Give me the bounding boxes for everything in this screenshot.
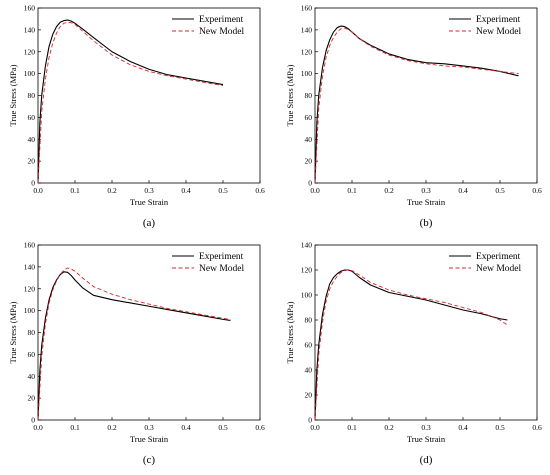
x-axis-label: True Strain (130, 197, 169, 207)
x-tick-label: 0.3 (144, 423, 154, 432)
chart-panel-4: 0.0 0.1 0.2 0.3 0.4 0.5 0.6 0 20 40 60 80 100 120 140 T… (285, 241, 542, 466)
panel-label: (d) (420, 454, 433, 466)
y-tick-label: 100 (301, 69, 313, 78)
series-line-experiment (314, 25, 519, 184)
y-tick-label: 60 (28, 350, 36, 359)
y-tick-label: 40 (305, 135, 313, 144)
legend-label: New Model (476, 264, 521, 274)
y-tick-label: 120 (301, 266, 313, 275)
x-tick-label: 0.6 (255, 186, 265, 195)
x-tick-label: 0.6 (532, 186, 542, 195)
x-tick-label: 0.0 (33, 423, 43, 432)
y-tick-label: 0 (31, 179, 35, 188)
x-tick-label: 0.0 (310, 186, 320, 195)
y-tick-label: 80 (305, 316, 313, 325)
chart-panel-2: 0.0 0.1 0.2 0.3 0.4 0.5 0.6 0 20 40 60 80 100 120 140 1… (285, 4, 542, 229)
x-tick-label: 0.1 (70, 423, 80, 432)
panel-label: (c) (143, 454, 156, 466)
x-tick-label: 0.4 (458, 423, 468, 432)
x-tick-label: 0.1 (347, 186, 357, 195)
y-tick-label: 120 (24, 47, 36, 56)
x-tick-label: 0.5 (495, 186, 505, 195)
chart-panel-1: 0.0 0.1 0.2 0.3 0.4 0.5 0.6 0 20 40 60 80 100 120 140 1… (8, 4, 265, 229)
y-axis-label: True Stress (MPa) (285, 301, 295, 363)
y-axis-label: True Stress (MPa) (8, 64, 18, 126)
x-tick-label: 0.4 (181, 186, 191, 195)
panel-label: (a) (143, 217, 156, 229)
x-tick-label: 0.3 (421, 186, 431, 195)
x-axis-label: True Strain (407, 197, 446, 207)
y-axis-label: True Stress (MPa) (8, 301, 18, 363)
legend-label: New Model (476, 27, 521, 37)
y-tick-label: 60 (28, 113, 36, 122)
y-tick-label: 140 (301, 241, 313, 250)
y-tick-label: 20 (305, 391, 313, 400)
y-tick-label: 20 (28, 394, 36, 403)
y-tick-label: 60 (305, 113, 313, 122)
y-tick-label: 0 (308, 416, 312, 425)
series-line-experiment (314, 269, 508, 421)
panel-label: (b) (420, 217, 433, 229)
x-tick-label: 0.4 (181, 423, 191, 432)
y-tick-label: 80 (28, 328, 36, 337)
y-axis-label: True Stress (MPa) (285, 64, 295, 126)
y-tick-label: 120 (24, 284, 36, 293)
x-tick-label: 0.2 (107, 186, 117, 195)
y-tick-label: 100 (24, 306, 36, 315)
y-tick-label: 120 (301, 47, 313, 56)
y-tick-label: 140 (24, 262, 36, 271)
y-tick-label: 80 (305, 91, 313, 100)
x-tick-label: 0.0 (310, 423, 320, 432)
x-tick-label: 0.1 (347, 423, 357, 432)
legend-label: New Model (199, 27, 244, 37)
x-tick-label: 0.6 (532, 423, 542, 432)
y-tick-label: 80 (28, 91, 36, 100)
y-tick-label: 160 (24, 241, 36, 250)
legend-label: Experiment (476, 252, 521, 262)
y-tick-label: 40 (305, 366, 313, 375)
y-tick-label: 160 (301, 4, 313, 13)
y-tick-label: 140 (24, 25, 36, 34)
x-tick-label: 0.1 (70, 186, 80, 195)
legend-label: Experiment (199, 252, 244, 262)
x-axis-label: True Strain (407, 434, 446, 444)
x-tick-label: 0.3 (144, 186, 154, 195)
y-tick-label: 40 (28, 135, 36, 144)
series-line-new-model (37, 267, 231, 421)
legend-label: Experiment (476, 15, 521, 25)
legend-label: New Model (199, 264, 244, 274)
x-tick-label: 0.0 (33, 186, 43, 195)
series-line-new-model (37, 21, 224, 184)
chart-panel-3: 0.0 0.1 0.2 0.3 0.4 0.5 0.6 0 20 40 60 80 100 120 140 1… (8, 241, 265, 466)
y-tick-label: 160 (24, 4, 36, 13)
x-tick-label: 0.5 (495, 423, 505, 432)
x-tick-label: 0.5 (218, 423, 228, 432)
y-tick-label: 100 (24, 69, 36, 78)
y-tick-label: 0 (31, 416, 35, 425)
y-tick-label: 40 (28, 372, 36, 381)
y-tick-label: 20 (28, 157, 36, 166)
y-tick-label: 100 (301, 291, 313, 300)
y-tick-label: 140 (301, 25, 313, 34)
x-axis-label: True Strain (130, 434, 169, 444)
legend-label: Experiment (199, 15, 244, 25)
x-tick-label: 0.2 (107, 423, 117, 432)
series-line-new-model (314, 27, 519, 184)
series-line-new-model (314, 269, 508, 421)
x-tick-label: 0.2 (384, 186, 394, 195)
y-tick-label: 60 (305, 341, 313, 350)
series-line-experiment (37, 271, 231, 421)
y-tick-label: 20 (305, 157, 313, 166)
x-tick-label: 0.6 (255, 423, 265, 432)
x-tick-label: 0.3 (421, 423, 431, 432)
y-tick-label: 0 (308, 179, 312, 188)
x-tick-label: 0.4 (458, 186, 468, 195)
series-line-experiment (37, 19, 224, 184)
x-tick-label: 0.2 (384, 423, 394, 432)
x-tick-label: 0.5 (218, 186, 228, 195)
